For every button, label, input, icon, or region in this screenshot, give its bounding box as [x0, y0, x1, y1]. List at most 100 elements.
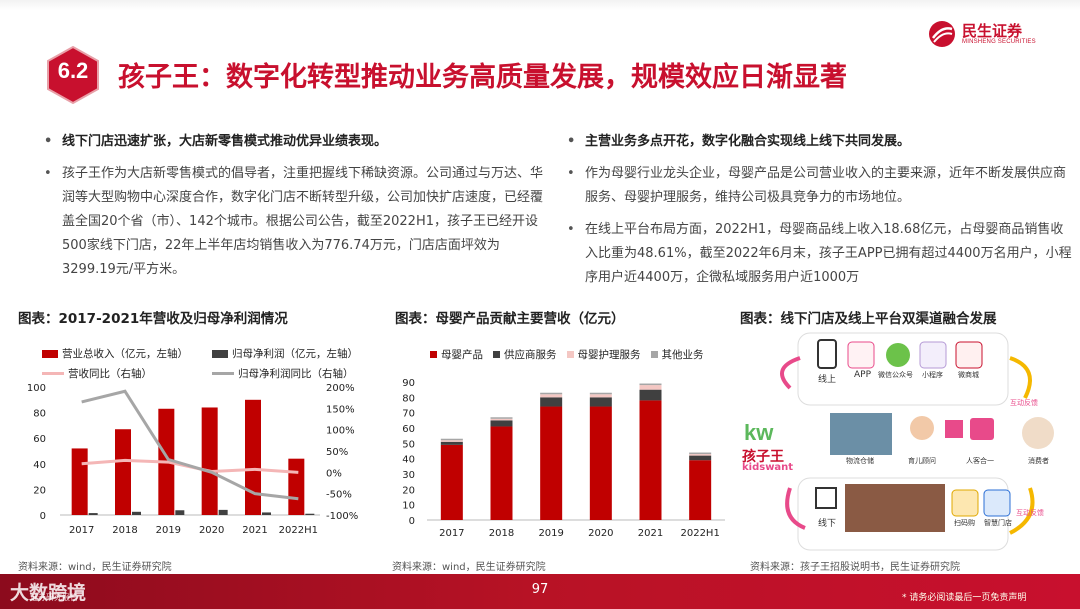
- watermark: 大数跨境: [10, 582, 87, 604]
- chart2-stack-segment: [540, 406, 563, 520]
- label-wechat: 微信公众号: [878, 371, 913, 379]
- chart2-stack-segment: [689, 460, 712, 520]
- chart1-legend-revenue: 营业总收入（亿元，左轴）: [42, 346, 188, 361]
- legend-label: 归母净利润（亿元，左轴）: [232, 348, 358, 360]
- top-band: [0, 0, 1080, 10]
- chart2-stack-segment: [589, 392, 612, 395]
- scan-icon: [951, 489, 979, 517]
- chart1-left-tick: 20: [33, 485, 46, 496]
- brand-logo: 民生证券 MINSHENG SECURITIES: [928, 20, 1036, 48]
- chart2-legend: 母婴产品 供应商服务 母婴护理服务 其他业务: [430, 347, 704, 362]
- legend-label: 营业总收入（亿元，左轴）: [62, 348, 188, 360]
- chart1-left-tick: 100: [27, 383, 46, 394]
- chart1-revenue-bar: [245, 399, 261, 515]
- chart2-y-tick: 60: [402, 424, 415, 435]
- chart2-y-tick: 90: [402, 378, 415, 389]
- left-text-column: 线下门店迅速扩张，大店新零售模式推动优异业绩表现。 孩子王作为大店新零售模式的倡…: [40, 130, 550, 290]
- right-text-column: 主营业务多点开花，数字化融合实现线上线下共同发展。 作为母婴行业龙头企业，母婴产…: [563, 130, 1073, 298]
- legend-label: 营收同比（右轴）: [68, 368, 152, 380]
- chart2-stack-segment: [689, 452, 712, 455]
- label-to-store: 人客合一: [966, 457, 994, 465]
- chart2-stack-segment: [540, 397, 563, 407]
- label-micro-mall: 微商城: [958, 371, 979, 379]
- chart2-stack-segment: [490, 420, 513, 427]
- warehouse-photo: [830, 413, 892, 455]
- chart2-stack-segment: [490, 426, 513, 520]
- chart2-x-tick: 2017: [439, 528, 464, 539]
- chart2-stack-segment: [440, 438, 463, 441]
- brand-mark-icon: [929, 21, 955, 47]
- chart1-revenue-bar: [115, 429, 131, 515]
- section-hexagon-icon: [47, 46, 99, 104]
- chart1-legend-revenue-yoy: 营收同比（右轴）: [42, 366, 152, 381]
- label-brand: 孩子王: [742, 449, 784, 465]
- label-offline: 线下: [818, 519, 837, 529]
- label-interaction-top: 互动反馈: [1010, 399, 1038, 407]
- smart-store-icon: [983, 489, 1011, 517]
- chart1-right-tick: -100%: [326, 511, 358, 522]
- chart1-profit-yoy-line: [81, 389, 299, 501]
- legend-label: 归母净利润同比（右轴）: [238, 368, 354, 380]
- chart2-legend-item: 母婴护理服务: [566, 347, 641, 362]
- chart1-revenue-profit: 0 20 40 60 80 100 -100% -50% 0% 50% 100% 150% 200% 20…: [27, 383, 358, 536]
- brand-name-en: MINSHENG SECURITIES: [962, 39, 1036, 45]
- chart2-stack-segment: [490, 418, 513, 421]
- chart1-x-tick: 2020: [199, 525, 224, 536]
- legend-swatch: [650, 351, 658, 358]
- watermark-small: 证券研究报告: [30, 593, 78, 602]
- chart2-stack-segment: [639, 400, 662, 520]
- footer-band: [0, 574, 1080, 609]
- chart1-x-tick: 2019: [156, 525, 181, 536]
- chart2-stack-segment: [589, 397, 612, 407]
- phone-icon: [817, 339, 837, 369]
- label-brand-en: kidswant: [742, 462, 794, 473]
- chart1-right-tick: 50%: [326, 447, 348, 458]
- chart1-right-tick: -50%: [326, 490, 352, 501]
- chart2-stack-segment: [639, 389, 662, 401]
- chart2-x-tick: 2019: [538, 528, 563, 539]
- chart1-left-tick: 40: [33, 460, 46, 471]
- kw-logo-icon: kw: [744, 420, 774, 445]
- chart2-stack-segment: [689, 454, 712, 456]
- chart2-stack-segment: [589, 394, 612, 398]
- micro-mall-icon: [955, 341, 983, 369]
- store-photo: [845, 484, 945, 532]
- legend-swatch: [493, 351, 500, 358]
- right-headline: 主营业务多点开花，数字化融合实现线上线下共同发展。: [563, 130, 1073, 154]
- legend-swatch: [42, 349, 58, 358]
- chart2-x-tick: 2022H1: [680, 528, 719, 539]
- consumer-photo: [1022, 417, 1054, 449]
- page-title: 孩子王：数字化转型推动业务高质量发展，规模效应日渐显著: [118, 62, 847, 93]
- left-headline: 线下门店迅速扩张，大店新零售模式推动优异业绩表现。: [40, 130, 550, 154]
- chart2-y-tick: 50: [402, 439, 415, 450]
- app-icon: [847, 341, 875, 369]
- wechat-icon: [886, 343, 910, 367]
- legend-label: 供应商服务: [504, 349, 557, 361]
- chart1-right-tick: 150%: [326, 404, 355, 415]
- chart2-stack-segment: [490, 417, 513, 419]
- chart1-profit-bar: [262, 512, 271, 515]
- mini-program-icon: [919, 341, 947, 369]
- store-icon: [970, 418, 994, 440]
- disclaimer: * 请务必阅读最后一页免责声明: [902, 593, 1027, 603]
- chart1-profit-bar: [88, 513, 98, 515]
- legend-label: 其他业务: [661, 349, 704, 361]
- chart1-right-tick: 100%: [326, 426, 355, 437]
- nanny-icon: [910, 416, 934, 440]
- legend-swatch: [430, 351, 437, 358]
- chart1-revenue-bar: [288, 458, 305, 515]
- chart1-x-tick: 2018: [112, 525, 137, 536]
- chart1-source: 资料来源：wind，民生证券研究院: [18, 562, 172, 573]
- legend-label: 母婴护理服务: [577, 349, 641, 361]
- chart2-legend-item: 母婴产品: [430, 347, 483, 362]
- chart2-title: 图表：母婴产品贡献主要营收（亿元）: [395, 311, 625, 327]
- chart1-x-tick: 2022H1: [279, 525, 318, 536]
- legend-swatch: [212, 349, 228, 358]
- chart1-legend-profit: 归母净利润（亿元，左轴）: [212, 346, 358, 361]
- chart2-stack-segment: [440, 440, 463, 442]
- page-number: 97: [531, 582, 549, 597]
- label-app: APP: [854, 370, 872, 380]
- chart2-y-tick: 20: [402, 485, 415, 496]
- legend-label: 母婴产品: [441, 349, 483, 361]
- chart1-right-tick: 200%: [326, 383, 355, 394]
